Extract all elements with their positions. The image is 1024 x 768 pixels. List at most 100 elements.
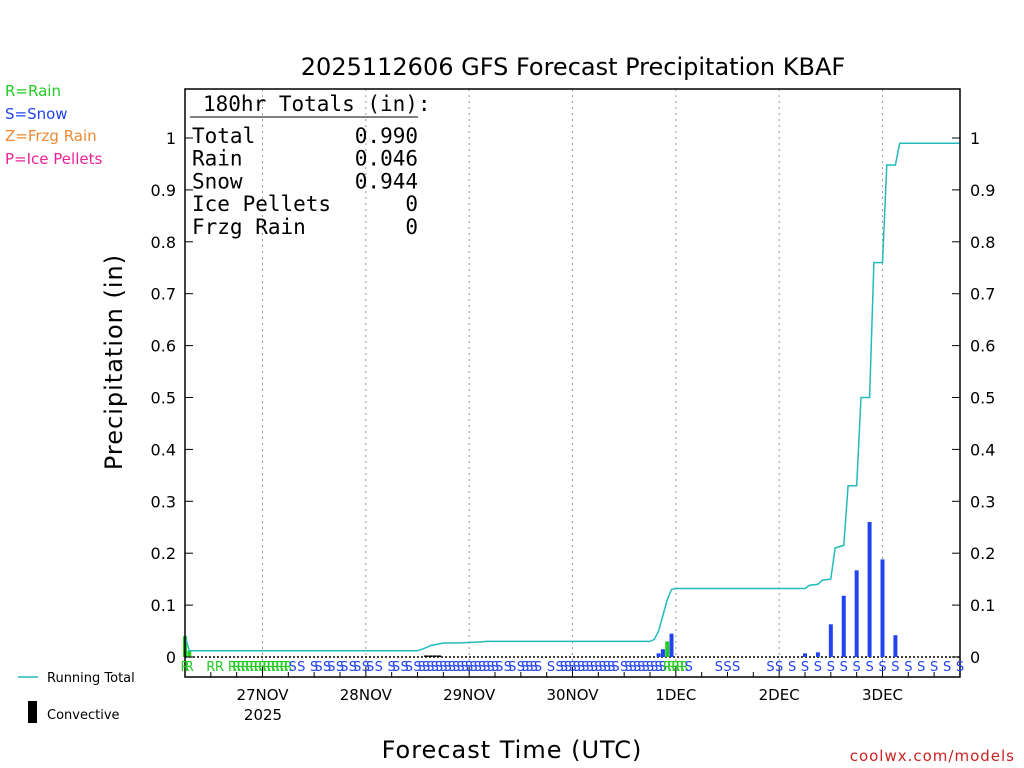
x-axis-label: Forecast Time (UTC) (382, 736, 643, 764)
ptype-68: S (577, 660, 585, 675)
ptype-103: S (853, 660, 861, 675)
ptype-111: S (956, 660, 964, 675)
ptype-90: R (676, 660, 685, 675)
ptype-51: S (482, 660, 490, 675)
bar-16 (880, 559, 885, 657)
ptype-20: S (310, 660, 318, 675)
bar-7 (660, 649, 665, 657)
ptype-9: R (249, 660, 258, 675)
ptype-67: S (573, 660, 581, 675)
x-tick-label-6: 3DEC (862, 686, 903, 704)
bar-5 (437, 655, 442, 657)
bar-13 (841, 595, 846, 657)
ptype-95: S (732, 660, 740, 675)
ptype-70: S (586, 660, 594, 675)
totals-header: 180hr Totals (in): (203, 92, 431, 116)
ptype-66: S (568, 660, 576, 675)
ptype-92: S (685, 660, 693, 675)
ptype-39: S (431, 660, 439, 675)
ptype-55: S (504, 660, 512, 675)
y-tick-label-left-0: 0 (166, 648, 176, 667)
ptype-100: S (814, 660, 822, 675)
ptype-94: S (723, 660, 731, 675)
running-total-line (184, 142, 960, 652)
ptype-36: S (418, 660, 426, 675)
y-tick-label-left-1: 0.1 (151, 596, 176, 615)
y-tick-label-left-3: 0.3 (151, 492, 176, 511)
bar-11 (815, 652, 820, 657)
bar-4 (432, 655, 437, 657)
ptype-72: S (594, 660, 602, 675)
ptype-32: S (392, 660, 400, 675)
ptype-12: R (262, 660, 271, 675)
ptype-99: S (801, 660, 809, 675)
bar-9 (669, 633, 674, 657)
ptype-73: S (599, 660, 607, 675)
ptype-98: S (788, 660, 796, 675)
ptype-107: S (904, 660, 912, 675)
ptype-80: S (633, 660, 641, 675)
x-tick-label-1: 28NOV (340, 686, 393, 704)
ptype-13: R (267, 660, 276, 675)
totals-value-3: 0 (405, 192, 418, 216)
y-tick-label-right-9: 0.9 (970, 181, 995, 200)
ptype-102: S (840, 660, 848, 675)
ptype-83: S (646, 660, 654, 675)
totals-box: 180hr Totals (in): Total 0.990 Rain 0.046 Sn… (190, 92, 431, 239)
legend-convective: Convective (47, 708, 120, 723)
totals-value-2: 0.944 (355, 169, 418, 193)
y-axis-label: Precipitation (in) (100, 254, 128, 470)
ptype-18: S (289, 660, 297, 675)
x-tick-label-2: 29NOV (443, 686, 496, 704)
y-tick-label-right-0: 0 (970, 648, 980, 667)
x-tick-label-0: 27NOV (236, 686, 289, 704)
ptype-47: S (465, 660, 473, 675)
ptype-25: S (340, 660, 348, 675)
ptype-108: S (917, 660, 925, 675)
ptype-56: S (508, 660, 516, 675)
ptype-11: R (258, 660, 267, 675)
ptype-97: S (775, 660, 783, 675)
totals-value-4: 0 (405, 215, 418, 239)
precip-bars (183, 522, 898, 657)
ptype-59: S (525, 660, 533, 675)
y-tick-label-left-6: 0.6 (151, 337, 176, 356)
ptype-31: S (388, 660, 396, 675)
totals-label-3: Ice Pellets (192, 192, 331, 216)
ptype-65: S (564, 660, 572, 675)
ptype-110: S (943, 660, 951, 675)
ptype-61: S (534, 660, 542, 675)
ptype-57: S (517, 660, 525, 675)
y-tick-label-right-2: 0.2 (970, 544, 995, 563)
legend-snow: S=Snow (5, 105, 68, 123)
bar-12 (828, 624, 833, 657)
ptype-22: S (323, 660, 331, 675)
ptype-37: S (422, 660, 430, 675)
ptype-16: R (280, 660, 289, 675)
ptype-86: S (659, 660, 667, 675)
legend-ice-pellets: P=Ice Pellets (5, 150, 102, 168)
ptype-23: S (327, 660, 335, 675)
ptype-52: S (487, 660, 495, 675)
ptype-76: S (611, 660, 619, 675)
ptype-60: S (530, 660, 538, 675)
ptype-49: S (474, 660, 482, 675)
chart-title: 2025112606 GFS Forecast Precipitation KB… (301, 53, 845, 81)
ptype-106: S (891, 660, 899, 675)
ptype-105: S (878, 660, 886, 675)
ptype-89: R (671, 660, 680, 675)
ptype-2: R (206, 660, 215, 675)
bar-17 (893, 635, 898, 657)
bar-6 (656, 653, 661, 657)
bar-15 (867, 522, 872, 657)
ptype-78: S (624, 660, 632, 675)
ptype-75: S (607, 660, 615, 675)
legend-rain: R=Rain (5, 82, 61, 100)
totals-label-4: Frzg Rain (192, 215, 306, 239)
ptype-38: S (426, 660, 434, 675)
ptype-8: R (245, 660, 254, 675)
ptype-45: S (456, 660, 464, 675)
totals-label-1: Rain (192, 147, 243, 171)
ptype-54: S (495, 660, 503, 675)
